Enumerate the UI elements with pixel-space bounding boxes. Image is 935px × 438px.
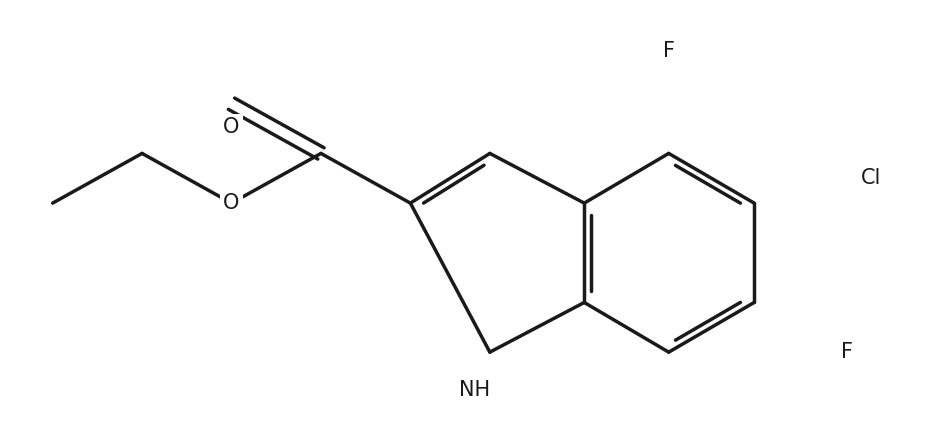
Text: O: O <box>223 193 239 213</box>
Text: Cl: Cl <box>860 168 881 188</box>
Text: F: F <box>663 41 675 61</box>
Text: O: O <box>223 117 239 137</box>
Text: F: F <box>841 342 853 362</box>
Text: NH: NH <box>459 380 491 400</box>
